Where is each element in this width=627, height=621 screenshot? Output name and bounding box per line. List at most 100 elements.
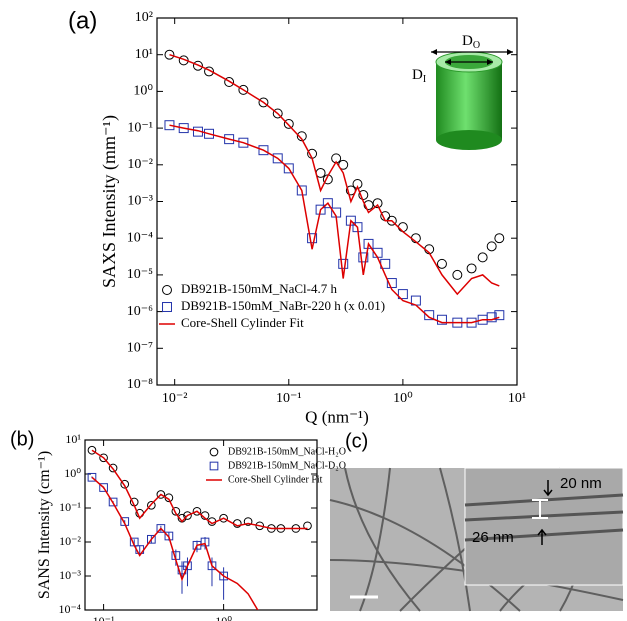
fit-line <box>91 449 308 530</box>
y-tick-label: 10⁻¹ <box>127 120 153 135</box>
marker <box>219 513 228 523</box>
marker <box>258 97 269 108</box>
fit-line <box>91 476 259 610</box>
inset-label: DI <box>412 67 426 85</box>
marker <box>477 252 488 263</box>
x-tick-label: 10¹ <box>508 391 526 406</box>
panel-label: (c) <box>345 430 368 452</box>
marker <box>258 145 269 156</box>
y-tick-label: 10⁻⁷ <box>127 341 153 356</box>
marker <box>108 497 118 507</box>
marker <box>338 258 349 269</box>
marker <box>452 269 463 280</box>
marker <box>99 453 108 463</box>
y-tick-label: 10⁻⁸ <box>127 377 153 392</box>
y-tick-label: 10¹ <box>65 432 81 446</box>
marker <box>120 479 130 489</box>
marker <box>436 258 447 269</box>
y-axis-label: SANS Intensity (cm⁻¹) <box>36 451 53 599</box>
marker <box>436 314 447 325</box>
y-tick-label: 10¹ <box>135 47 153 62</box>
marker <box>494 233 505 244</box>
marker <box>192 506 202 516</box>
marker <box>164 120 175 131</box>
marker <box>238 137 249 148</box>
marker <box>99 483 108 492</box>
marker <box>224 77 235 88</box>
marker <box>424 310 435 321</box>
marker <box>183 561 192 571</box>
marker <box>466 263 477 274</box>
marker <box>363 238 374 249</box>
marker <box>209 461 219 471</box>
marker <box>397 289 408 300</box>
plot-area <box>87 445 312 610</box>
fit-line <box>169 53 500 296</box>
annotation: 20 nm <box>560 475 602 492</box>
marker <box>178 123 189 134</box>
marker <box>87 445 97 455</box>
plot-frame <box>156 17 518 386</box>
x-tick-label: 10⁰ <box>393 391 413 406</box>
micrograph: 20 nm 26 nm <box>329 467 624 612</box>
marker <box>162 302 172 312</box>
plot-area <box>164 49 505 328</box>
marker <box>87 472 97 482</box>
marker <box>219 571 228 581</box>
marker <box>486 241 497 252</box>
legend-label: DB921B-150mM_NaCl-H₂O <box>228 446 346 457</box>
y-tick-label: 10⁰ <box>64 466 81 480</box>
fit-line <box>169 124 500 324</box>
marker <box>192 60 203 71</box>
marker <box>358 190 369 201</box>
y-tick-label: 10⁻¹ <box>59 500 81 514</box>
marker <box>147 500 156 510</box>
marker <box>108 463 118 473</box>
marker <box>272 153 283 164</box>
y-tick-label: 10⁻⁴ <box>58 602 81 616</box>
legend-label: DB921B-150mM_NaBr-220 h (x 0.01) <box>181 298 385 313</box>
marker <box>171 506 181 516</box>
marker <box>322 198 333 209</box>
marker <box>156 524 166 533</box>
marker <box>372 198 383 209</box>
y-tick-label: 10⁻⁶ <box>127 304 153 319</box>
marker <box>162 285 172 295</box>
x-tick-label: 10⁻² <box>162 391 188 406</box>
panel-label: (a) <box>68 7 97 34</box>
legend-label: Core-Shell Cylinder Fit <box>228 474 323 485</box>
cylinder-inset: DO DI <box>412 33 513 150</box>
marker <box>486 312 497 323</box>
marker <box>272 108 283 119</box>
marker <box>307 233 318 244</box>
y-tick-label: 10⁻⁴ <box>127 230 153 245</box>
y-axis-label: SAXS Intensity (mm⁻¹) <box>99 115 120 288</box>
y-tick-label: 10⁻³ <box>59 568 81 582</box>
x-tick-label: 10⁻¹ <box>93 614 115 621</box>
marker <box>296 131 307 142</box>
y-tick-label: 10⁻⁵ <box>127 267 153 282</box>
annotation: 26 nm <box>472 529 514 546</box>
marker <box>358 252 369 263</box>
marker <box>209 447 219 457</box>
marker <box>283 118 294 129</box>
plot-frame <box>84 439 318 611</box>
marker <box>397 222 408 233</box>
panel-label: (b) <box>10 428 34 450</box>
marker <box>204 66 215 77</box>
y-tick-label: 10⁰ <box>133 84 153 99</box>
y-tick-label: 10⁻² <box>59 534 81 548</box>
x-tick-label: 10⁻¹ <box>276 391 302 406</box>
marker <box>164 531 174 541</box>
inset-label: DO <box>462 33 480 51</box>
marker <box>238 84 249 95</box>
marker <box>283 163 294 174</box>
legend-label: DB921B-150mM_NaCl-4.7 h <box>181 281 338 296</box>
marker <box>494 310 505 321</box>
marker <box>183 511 192 520</box>
marker <box>156 490 166 499</box>
marker <box>207 561 217 571</box>
y-tick-label: 10⁻³ <box>127 194 153 209</box>
y-tick-label: 10⁻² <box>127 157 153 172</box>
